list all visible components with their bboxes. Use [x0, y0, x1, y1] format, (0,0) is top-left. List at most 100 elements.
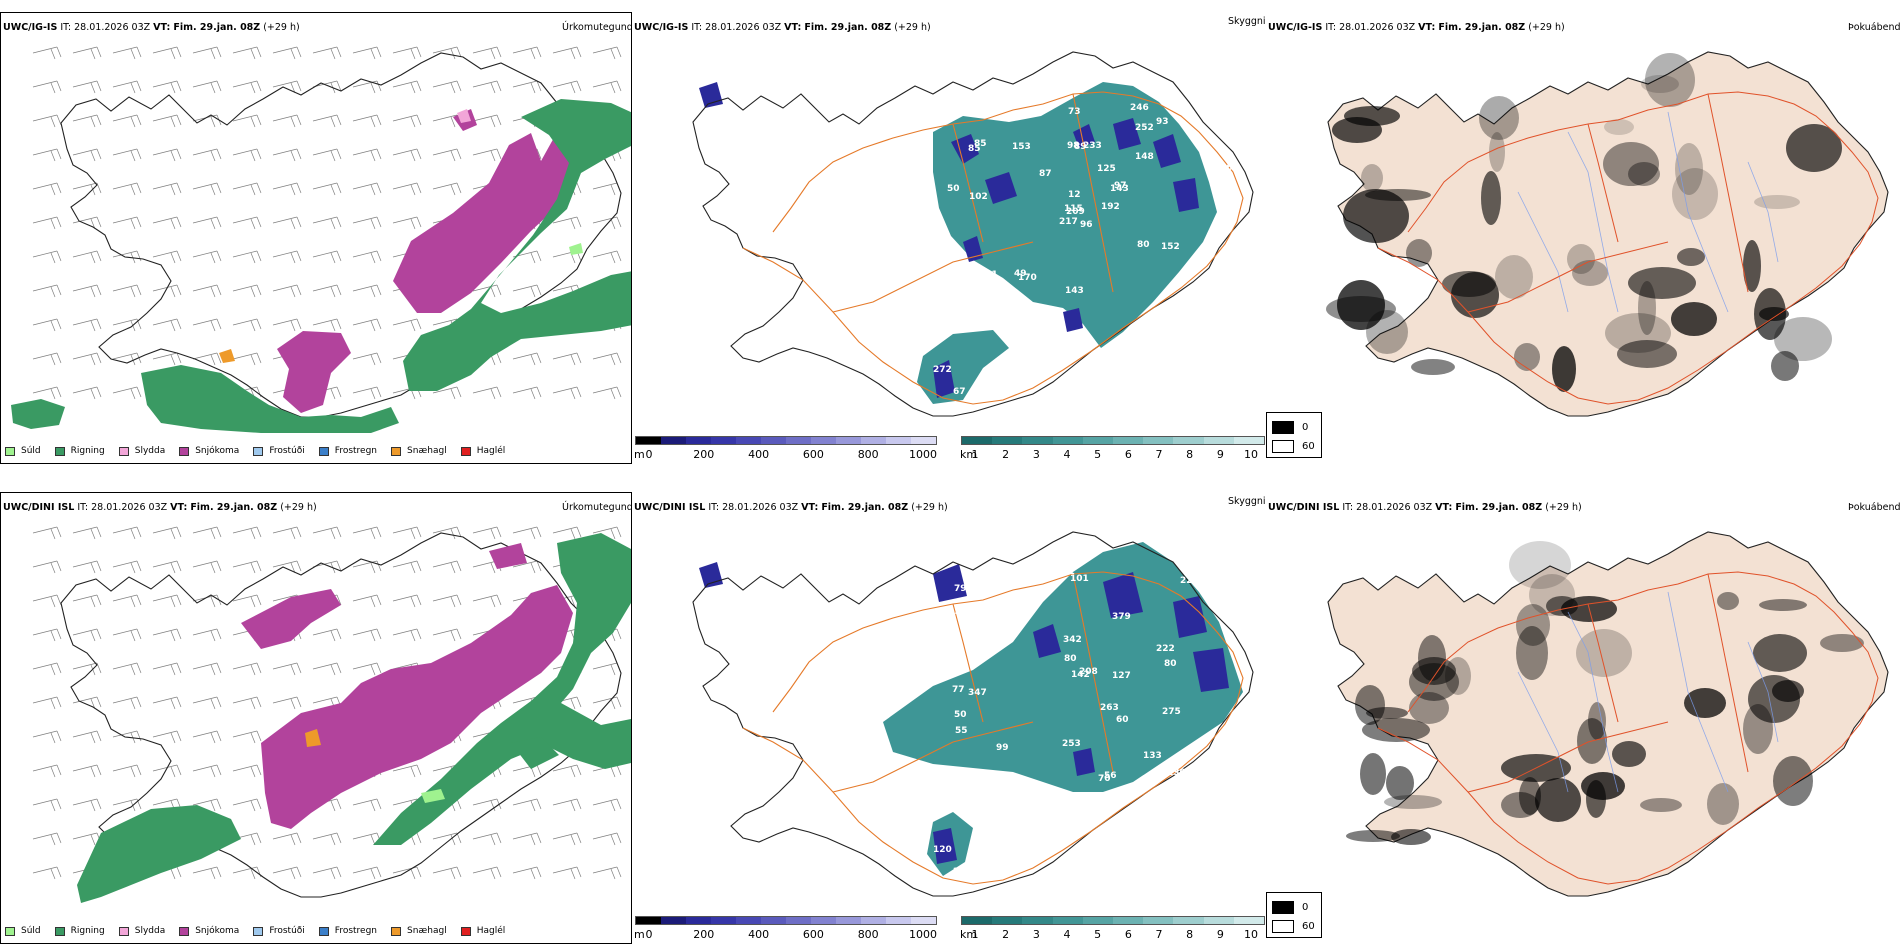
fog-blob	[1820, 634, 1864, 652]
wind-barb	[152, 352, 182, 366]
legend-swatch	[460, 446, 471, 456]
ceiling-label: 127	[1112, 671, 1131, 681]
wind-barb	[432, 628, 462, 642]
wind-barb	[312, 80, 342, 94]
legend-item: Súld	[5, 926, 41, 936]
wind-barb	[32, 662, 62, 676]
wind-barb	[72, 46, 102, 60]
legend-item: Snæhagl	[391, 926, 447, 936]
wind-barb	[352, 352, 382, 366]
fog-blob	[1586, 780, 1606, 818]
fog-blob	[1603, 142, 1659, 186]
model-name: UWC/IG-IS	[3, 22, 58, 33]
panel-title-cloud: Skyggni	[1228, 496, 1266, 507]
wind-barb	[272, 46, 302, 60]
wind-barb	[432, 182, 462, 196]
wind-barb	[272, 216, 302, 230]
wind-barb	[432, 46, 462, 60]
wind-barb	[112, 662, 142, 676]
ceiling-label: 211	[1056, 567, 1075, 577]
colorbar-segment	[811, 917, 836, 924]
ceiling-label: 152	[1161, 242, 1180, 252]
wind-barb	[352, 866, 382, 880]
wind-barb	[272, 560, 302, 574]
panel-title-precip: Úrkomutegund	[562, 502, 633, 513]
legend-swatch	[5, 446, 15, 456]
wind-barb	[112, 526, 142, 540]
ceiling-label: 99	[996, 743, 1009, 753]
wind-barb	[472, 798, 502, 812]
wind-barb	[512, 46, 542, 60]
wind-barb	[232, 80, 262, 94]
colorbar-segment	[1113, 437, 1144, 444]
fog-blob	[1519, 777, 1541, 815]
colorbar-segment	[711, 437, 736, 444]
legend-item: Slydda	[118, 926, 165, 936]
wind-barb	[272, 182, 302, 196]
fog-swatch-0	[1272, 901, 1294, 914]
visibility-ticks: 1 2 3 4 5 6 7 8 9 10	[961, 448, 1265, 462]
wind-barb	[592, 696, 622, 710]
fog-blob	[1671, 302, 1717, 336]
wind-barb	[352, 182, 382, 196]
legend-swatch	[118, 926, 129, 936]
wind-barb	[432, 80, 462, 94]
wind-barb	[192, 182, 222, 196]
colorbar-tick: 600	[802, 928, 824, 941]
panel-title-fog: Þokuábendi	[1848, 502, 1900, 513]
ceiling-label: 114	[1194, 801, 1213, 811]
ceiling-label: 120	[933, 845, 952, 855]
ceiling-label: 61	[994, 571, 1007, 581]
wind-barb	[312, 284, 342, 298]
wind-barb	[352, 594, 382, 608]
ceiling-label: 217	[1059, 217, 1078, 227]
wind-barb	[32, 114, 62, 128]
fog-blob	[1786, 124, 1842, 172]
ceiling-label: 12	[1068, 190, 1081, 200]
fog-blob	[1707, 783, 1739, 825]
ceiling-label: 57	[1012, 789, 1025, 799]
legend-item: Snjókoma	[179, 446, 239, 456]
wind-barb	[192, 866, 222, 880]
wind-barb	[152, 594, 182, 608]
colorbar-tick: 1000	[909, 448, 937, 461]
legend-label: Rigning	[70, 446, 105, 456]
wind-barb	[392, 114, 422, 128]
legend-swatch	[54, 926, 65, 936]
legend-label: Rigning	[70, 926, 105, 936]
fog-map-top	[1326, 51, 1889, 417]
wind-barb	[592, 352, 622, 366]
ceiling-label: 130	[1167, 768, 1186, 778]
fog-blob	[1572, 260, 1608, 286]
fog-blob	[1743, 240, 1761, 292]
wind-barb	[592, 182, 622, 196]
wind-barb	[312, 526, 342, 540]
colorbar-tick: 0	[645, 928, 653, 941]
fog-blob	[1365, 189, 1431, 201]
fog-blob	[1337, 280, 1385, 330]
fog-blob	[1442, 271, 1496, 297]
wind-barb	[552, 798, 582, 812]
wind-barb	[32, 318, 62, 332]
ice-area	[305, 729, 321, 747]
wind-barb	[72, 628, 102, 642]
colorbar-segment	[836, 437, 861, 444]
wind-barb	[592, 662, 622, 676]
wind-barb	[592, 46, 622, 60]
colorbar-tick: 1	[971, 928, 979, 941]
wind-barb	[112, 114, 142, 128]
fog-blob	[1588, 702, 1606, 740]
legend-item: Haglél	[460, 926, 505, 936]
ceiling-label: 231	[1220, 130, 1239, 140]
colorbar-segment	[962, 437, 993, 444]
header-bottom-cloud: UWC/DINI ISL IT: 28.01.2026 03Z VT: Fim.…	[634, 502, 948, 513]
colorbar-tick: 9	[1216, 448, 1224, 461]
roads	[1377, 571, 1879, 885]
ceiling-ticks: 0 200 400 600 800 1000	[635, 928, 938, 942]
wind-barb	[232, 284, 262, 298]
ceiling-label: 67	[953, 387, 966, 397]
wind-barb	[192, 560, 222, 574]
fog-blob	[1638, 281, 1656, 335]
colorbar-tick: 1000	[909, 928, 937, 941]
land-fill	[1327, 51, 1889, 417]
